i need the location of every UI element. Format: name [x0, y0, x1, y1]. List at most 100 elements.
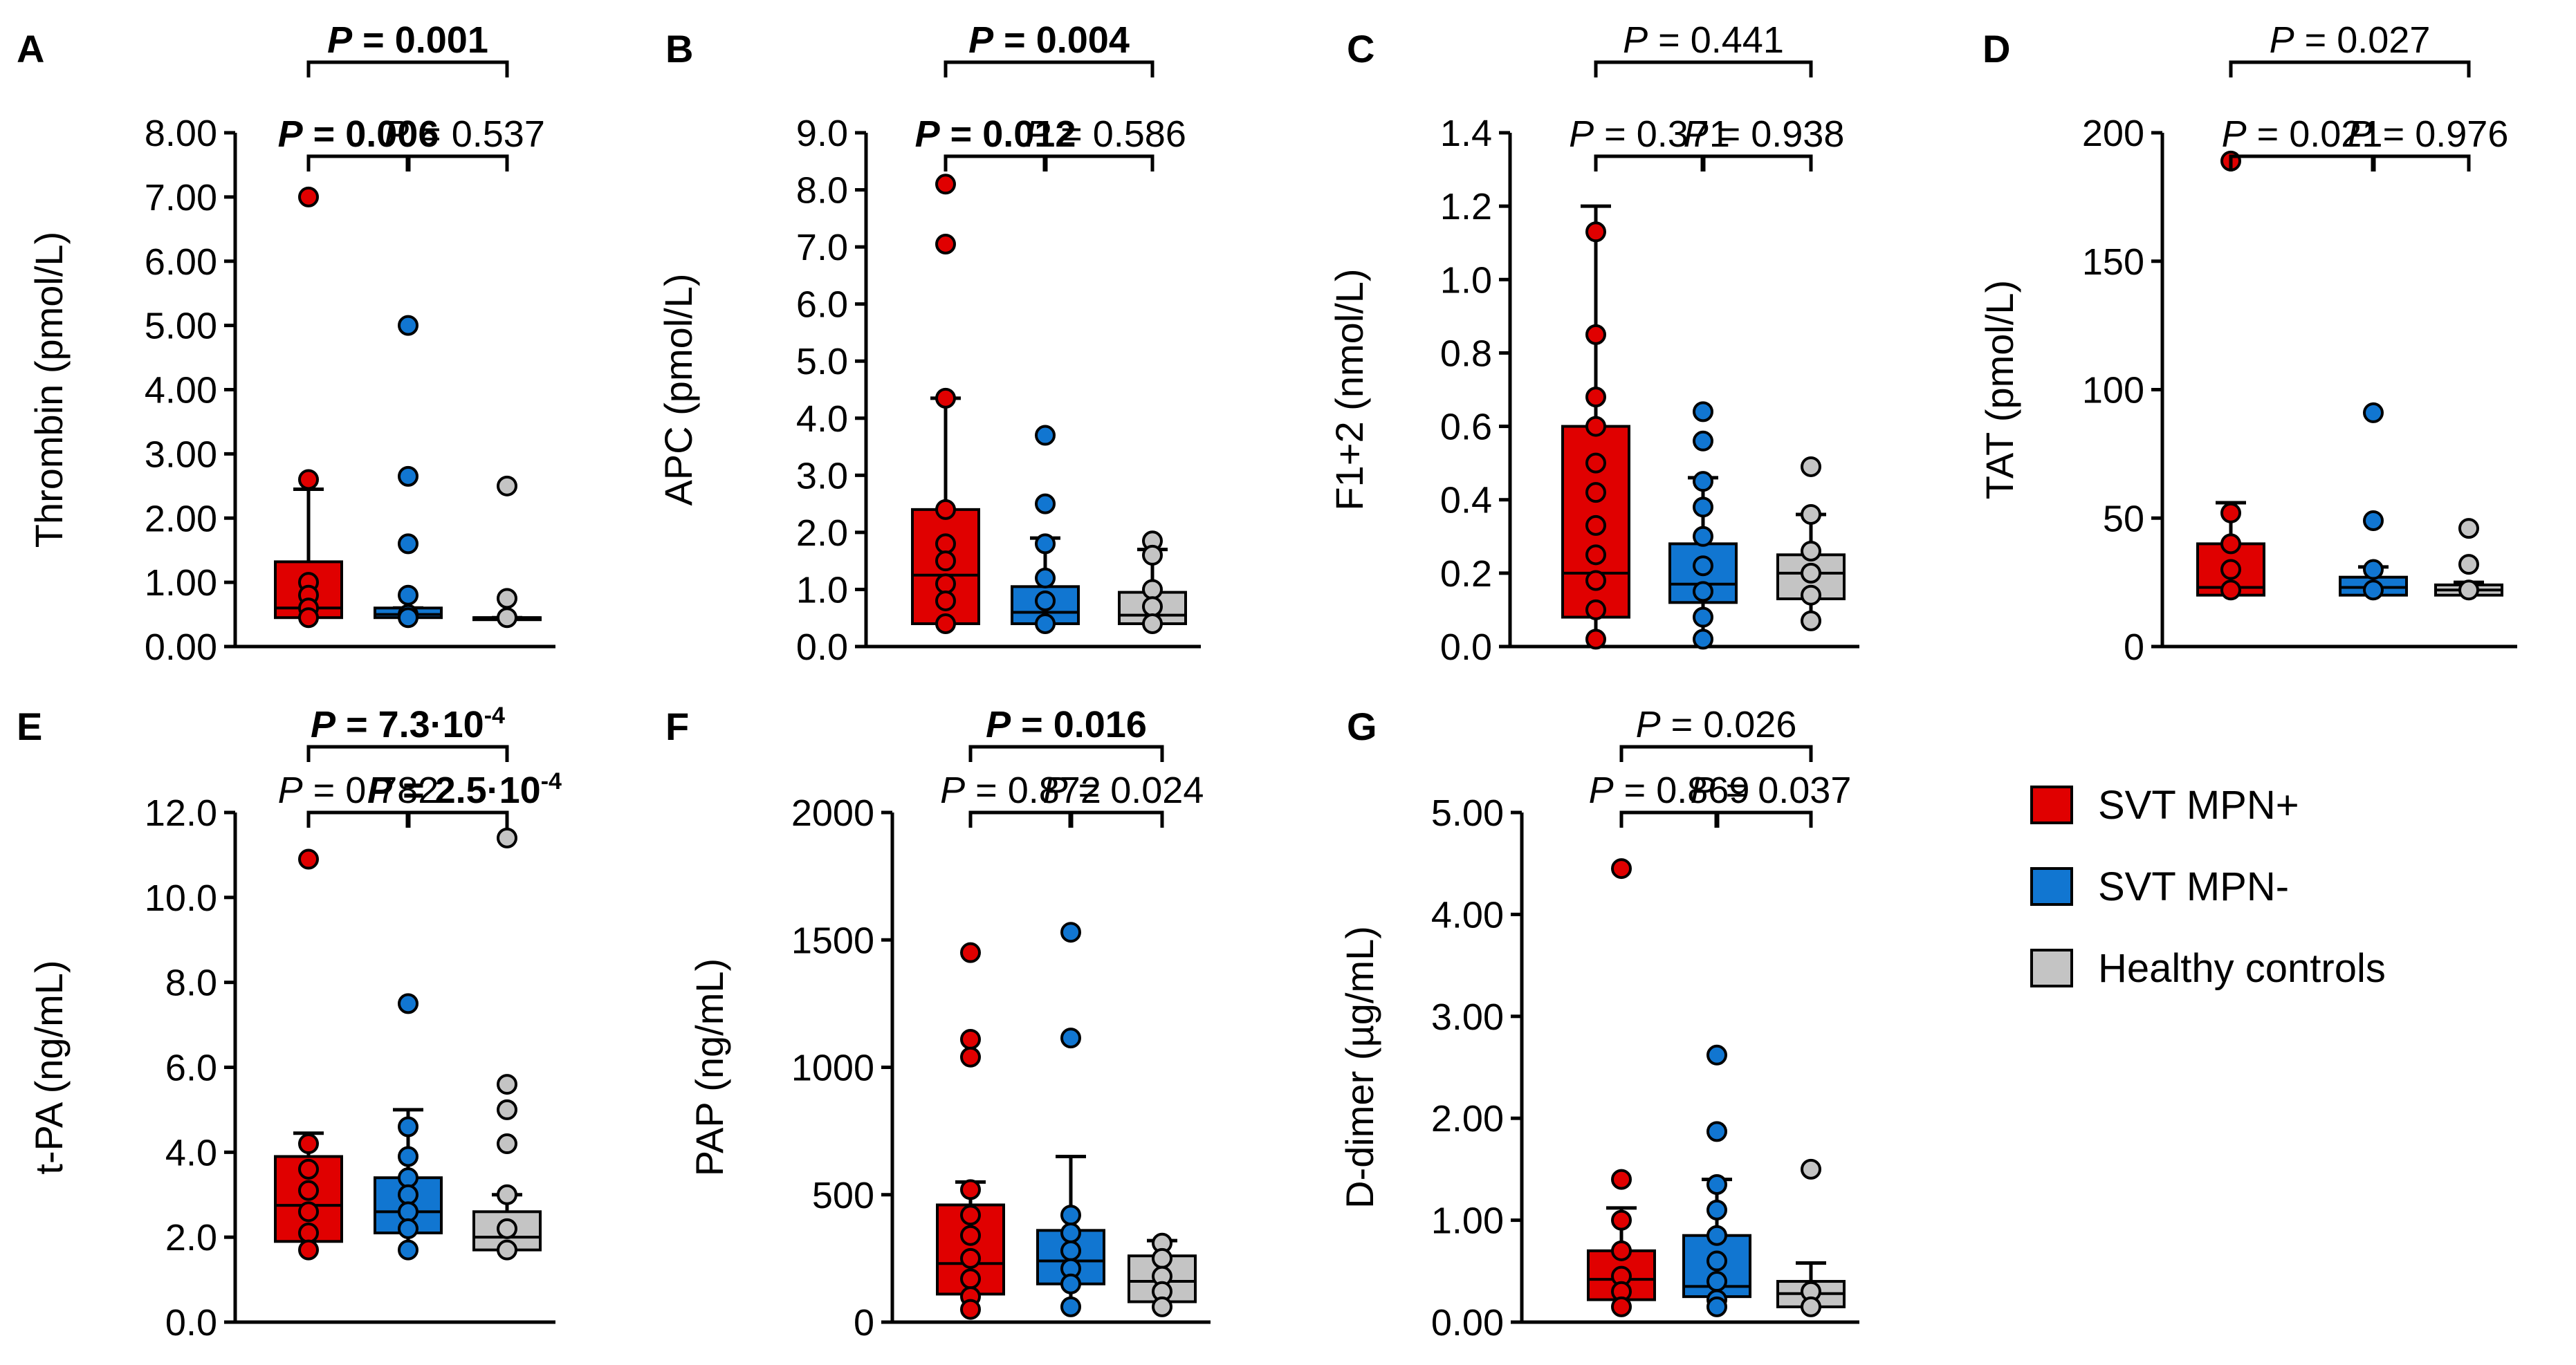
p-value-text: = 0.012	[940, 113, 1076, 155]
data-point	[497, 1074, 517, 1095]
p-value-text: = 0.938	[1709, 113, 1845, 155]
data-point	[1611, 1240, 1632, 1261]
p-symbol: P	[1684, 113, 1709, 155]
p-symbol: P	[384, 113, 409, 155]
y-tick-label: 6.0	[796, 284, 848, 326]
y-tick-label: 0.2	[1440, 553, 1492, 595]
data-point	[1706, 1271, 1727, 1292]
data-point	[1035, 533, 1056, 555]
p-symbol: P	[1025, 113, 1050, 155]
y-tick-label: 50	[2103, 498, 2144, 539]
data-point	[2220, 559, 2241, 580]
p-value-text: = 0.872	[965, 770, 1101, 811]
data-point	[298, 186, 319, 207]
y-axis-label: TAT (pmol/L)	[1978, 280, 2021, 499]
p-symbol: P	[1589, 770, 1614, 811]
y-tick-label: 500	[812, 1175, 874, 1216]
data-point	[1585, 452, 1606, 474]
data-point	[1060, 1028, 1081, 1049]
series-mpn-neg	[1011, 425, 1080, 634]
panel-letter: E	[17, 705, 42, 748]
p-symbol: P	[940, 770, 965, 811]
p-value-text: = 7.3·10	[335, 704, 484, 745]
data-point	[1585, 599, 1606, 620]
data-point	[1035, 590, 1056, 611]
legend-item-mpn-pos: SVT MPN+	[2030, 764, 2386, 846]
y-tick-label: 1.00	[1431, 1200, 1504, 1242]
p-value-top: P = 0.026	[1636, 704, 1797, 745]
y-axis-label: F1+2 (nmol/L)	[1327, 268, 1371, 510]
data-point	[1706, 1296, 1727, 1317]
series-controls	[1118, 530, 1187, 634]
data-point	[1693, 629, 1713, 650]
data-point	[960, 1179, 981, 1200]
y-tick-label: 1.2	[1440, 186, 1492, 228]
legend-label: Healthy controls	[2098, 945, 2386, 991]
y-tick-label: 7.00	[145, 177, 217, 219]
data-point	[1035, 493, 1056, 514]
data-point	[935, 590, 956, 611]
data-point	[1693, 555, 1713, 577]
p-symbol: P	[367, 770, 393, 811]
series-mpn-pos	[1587, 858, 1656, 1317]
p-symbol: P	[2222, 113, 2247, 155]
data-point	[2458, 579, 2479, 601]
data-point	[1801, 1296, 1821, 1317]
p-value-exponent: -4	[541, 768, 562, 795]
y-tick-label: 0.00	[145, 626, 217, 668]
y-tick-label: 8.0	[796, 170, 848, 212]
y-tick-label: 0.00	[1431, 1302, 1504, 1344]
panel-letter: D	[1982, 27, 2010, 71]
series-mpn-neg	[374, 315, 443, 629]
data-point	[1693, 526, 1713, 547]
y-tick-label: 1500	[791, 920, 874, 961]
y-tick-label: 3.0	[796, 455, 848, 496]
legend-item-mpn-neg: SVT MPN-	[2030, 846, 2386, 927]
series-mpn-neg	[1668, 401, 1738, 650]
y-axis-label: APC (pmol/L)	[656, 273, 700, 505]
data-point	[1706, 1174, 1727, 1196]
series-controls	[2434, 518, 2503, 601]
data-point	[1611, 1296, 1632, 1317]
p-value-top: P = 7.3·10-4	[311, 703, 505, 745]
data-point	[1060, 1223, 1081, 1244]
series-controls	[472, 827, 542, 1261]
series-mpn-pos	[911, 174, 980, 634]
p-value-text: = 0.024	[1068, 770, 1204, 811]
y-axis-label: PAP (ng/mL)	[688, 958, 731, 1176]
y-tick-label: 2.0	[796, 512, 848, 554]
series-controls	[1776, 456, 1846, 631]
series-controls	[472, 475, 542, 629]
panel-letter: B	[665, 27, 693, 71]
data-point	[1585, 221, 1606, 243]
panel-letter: F	[665, 705, 689, 748]
data-point	[1060, 1296, 1081, 1317]
p-symbol: P	[278, 770, 303, 811]
p-value-text: = 0.869	[1614, 770, 1750, 811]
data-point	[2363, 510, 2384, 531]
p-value-right: P = 2.5·10-4	[367, 768, 562, 811]
y-tick-label: 5.0	[796, 341, 848, 382]
panel-b: B 0.0 1.0 2.0 3.0 4.0 5.0 6.0 7.0 8.0 9.0 APC (pmol…	[656, 19, 1201, 668]
data-point	[1801, 1158, 1821, 1180]
data-point	[1801, 562, 1821, 584]
data-point	[1142, 579, 1163, 600]
p-value-text: = 0.586	[1050, 113, 1186, 155]
data-point	[1060, 1240, 1081, 1261]
y-tick-label: 1.00	[145, 562, 217, 604]
series-mpn-neg	[1036, 922, 1105, 1317]
data-point	[298, 848, 319, 870]
p-value-text: = 0.976	[2373, 113, 2509, 155]
data-point	[1611, 1169, 1632, 1190]
data-point	[1035, 613, 1056, 634]
data-point	[398, 1218, 418, 1239]
series-controls	[1776, 1158, 1846, 1317]
data-point	[497, 588, 517, 609]
panel-g: G 0.00 1.00 2.00 3.00 4.00 5.00 D-dimer (µg/mL)…	[1338, 704, 1859, 1344]
data-point	[1801, 503, 1821, 525]
legend-swatch-controls	[2030, 949, 2073, 987]
